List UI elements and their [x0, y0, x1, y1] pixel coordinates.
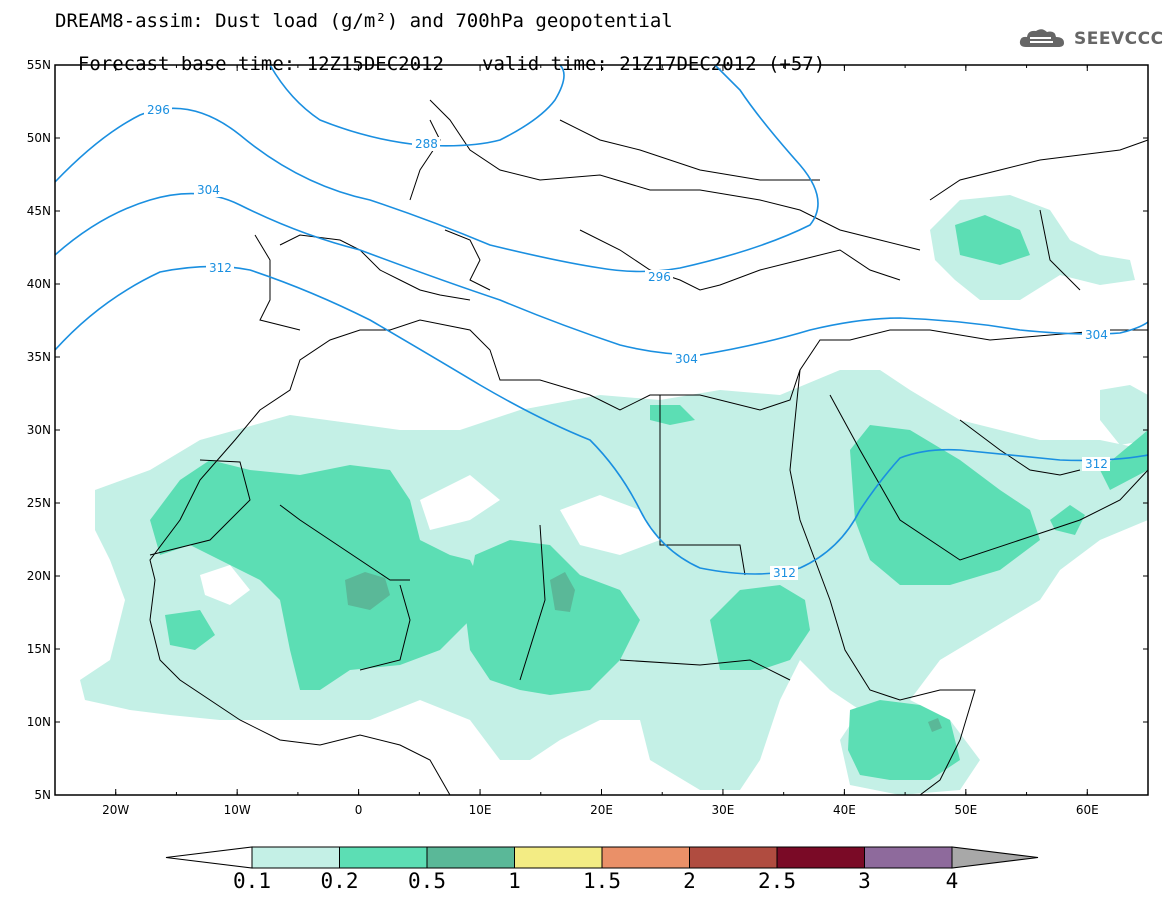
contour-label: 304 [1085, 328, 1108, 342]
time-info: Forecast base time: 12Z15DEC2012 valid ti… [55, 34, 825, 75]
cloud-icon [1019, 29, 1064, 47]
lon-label: 40E [833, 803, 856, 817]
dust-field [80, 195, 1148, 795]
colorbar-bin [689, 846, 778, 869]
contour-label: 312 [1085, 457, 1108, 471]
lat-label: 35N [27, 350, 51, 364]
lat-label: 20N [27, 569, 51, 583]
contour-label: 296 [147, 103, 170, 117]
forecast-base-time: Forecast base time: 12Z15DEC2012 [77, 53, 444, 75]
lon-label: 30E [712, 803, 735, 817]
lon-label: 60E [1076, 803, 1099, 817]
seevccc-logo: SEEVCCC [1018, 26, 1164, 52]
colorbar-label: 4 [946, 869, 959, 893]
colorbar: 0.1 0.2 0.5 1 1.5 2 2.5 3 4 [165, 846, 1039, 893]
colorbar-label: 0.2 [321, 869, 359, 893]
contour-304 [55, 192, 1148, 356]
colorbar-bin [251, 846, 340, 869]
map-title: DREAM8-assim: Dust load (g/m²) and 700hP… [55, 10, 673, 32]
colorbar-label: 0.1 [233, 869, 271, 893]
lat-label: 15N [27, 642, 51, 656]
colorbar-label: 2.5 [758, 869, 796, 893]
colorbar-bin [864, 846, 953, 869]
contour-labels: 296 288 304 312 296 304 304 312 312 [144, 103, 1110, 580]
lat-label: 50N [27, 131, 51, 145]
lat-label: 40N [27, 277, 51, 291]
lon-label: 20W [102, 803, 129, 817]
lat-label: 45N [27, 204, 51, 218]
contour-label: 296 [648, 270, 671, 284]
colorbar-label: 1 [508, 869, 521, 893]
lat-label: 55N [27, 58, 51, 72]
colorbar-under-arrow [165, 846, 253, 869]
lon-label: 50E [954, 803, 977, 817]
lat-label: 10N [27, 715, 51, 729]
colorbar-bin [514, 846, 603, 869]
contour-312 [55, 265, 1148, 575]
lat-label: 30N [27, 423, 51, 437]
contour-label: 304 [197, 183, 220, 197]
contour-label: 312 [209, 261, 232, 275]
colorbar-bin [426, 846, 515, 869]
logo-text: SEEVCCC [1074, 29, 1164, 49]
contour-288 [269, 65, 565, 147]
colorbar-bin [776, 846, 865, 869]
latitude-axis: 55N 50N 45N 40N 35N 30N 25N 20N 15N 10N 5N [27, 58, 1148, 802]
colorbar-label: 0.5 [408, 869, 446, 893]
country-boundaries [149, 99, 1148, 795]
colorbar-label: 1.5 [583, 869, 621, 893]
lon-label: 10W [224, 803, 251, 817]
lon-label: 0 [355, 803, 363, 817]
colorbar-label: 2 [683, 869, 696, 893]
longitude-axis: 20W 10W 0 10E 20E 30E 40E 50E 60E [54, 65, 1149, 817]
contour-296-west [55, 65, 819, 273]
colorbar-over-arrow [951, 846, 1039, 869]
contour-label: 304 [675, 352, 698, 366]
geopotential-contours [55, 65, 1148, 575]
colorbar-bin [601, 846, 690, 869]
lat-label: 25N [27, 496, 51, 510]
valid-time: valid time: 21Z17DEC2012 (+57) [482, 53, 826, 75]
contour-label: 312 [773, 566, 796, 580]
colorbar-label: 3 [858, 869, 871, 893]
contour-label: 288 [415, 137, 438, 151]
lat-label: 5N [34, 788, 51, 802]
colorbar-bin [339, 846, 428, 869]
lon-label: 20E [590, 803, 613, 817]
lon-label: 10E [469, 803, 492, 817]
